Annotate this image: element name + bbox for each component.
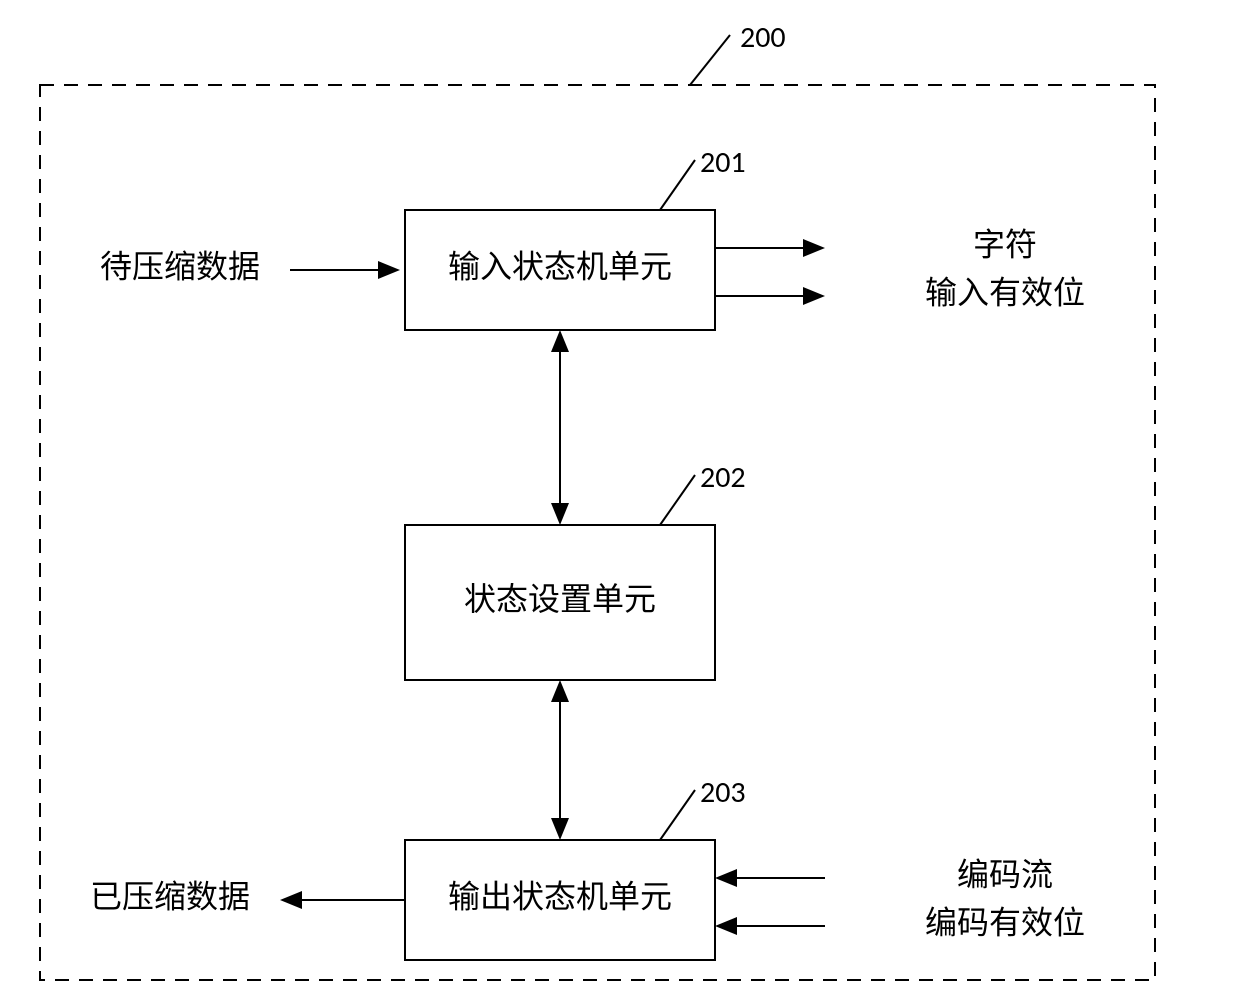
io-out_top_right_2: 输入有效位 — [925, 274, 1085, 310]
edge-e_out_bot — [280, 891, 405, 909]
node-ref-n201: 201 — [700, 144, 746, 181]
node-label-n202: 状态设置单元 — [464, 581, 656, 617]
edge-e_201_202 — [551, 330, 569, 525]
io-in_top_left: 待压缩数据 — [100, 248, 260, 284]
node-n202: 状态设置单元 202 — [405, 459, 746, 680]
edge-e_in_bot_1 — [715, 869, 825, 887]
edge-e_out_top_2 — [715, 287, 825, 305]
container-leader — [690, 35, 730, 85]
container-ref-label: 200 — [740, 19, 786, 56]
edge-e_202_203 — [551, 680, 569, 840]
node-label-n201: 输入状态机单元 — [448, 248, 672, 284]
edge-e_in_top — [290, 261, 400, 279]
io-out_top_right_1: 字符 — [973, 226, 1037, 262]
node-label-n203: 输出状态机单元 — [448, 878, 672, 914]
edge-e_in_bot_2 — [715, 917, 825, 935]
node-n201: 输入状态机单元 201 — [405, 144, 746, 330]
io-in_bot_right_1: 编码流 — [957, 856, 1053, 892]
node-ref-n202: 202 — [700, 459, 746, 496]
node-n203: 输出状态机单元 203 — [405, 774, 746, 960]
io-in_bot_right_2: 编码有效位 — [925, 904, 1085, 940]
io-out_bot_left: 已压缩数据 — [90, 878, 250, 914]
node-ref-n203: 203 — [700, 774, 746, 811]
edge-e_out_top_1 — [715, 239, 825, 257]
